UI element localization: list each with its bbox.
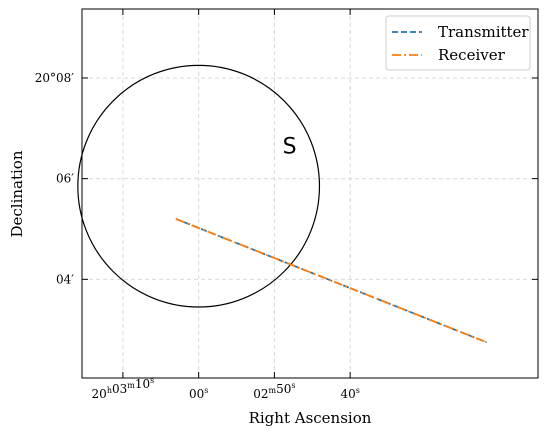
grid-lines [82, 9, 538, 378]
legend: Transmitter Receiver [385, 15, 531, 71]
y-tick-label: 04′ [56, 272, 74, 286]
annotation-layer: S [283, 134, 297, 159]
legend-label-receiver: Receiver [438, 46, 506, 64]
x-tick-label: 20h03m10s [92, 376, 155, 401]
series-layer [175, 218, 487, 344]
y-tick-label: 20°08′ [35, 71, 75, 85]
plot-area-frame [81, 8, 539, 379]
footprint-circle [77, 64, 321, 308]
circle-layer [77, 64, 321, 308]
x-tick-label: 00s [189, 386, 208, 401]
series-line-receiver [175, 218, 487, 344]
x-tick-label: 02m50s [253, 381, 295, 401]
legend-label-transmitter: Transmitter [438, 23, 529, 41]
legend-box [385, 15, 531, 71]
annotation-label: S [283, 134, 297, 159]
y-tick-label: 06′ [56, 172, 74, 186]
y-axis-label: Declination [8, 150, 26, 237]
x-axis-label: Right Ascension [249, 409, 372, 427]
x-tick-label: 40s [340, 386, 359, 401]
ticks: 20h03m10s 00s 02m50s 40s 20°08′ 06′ 04′ [35, 9, 538, 401]
